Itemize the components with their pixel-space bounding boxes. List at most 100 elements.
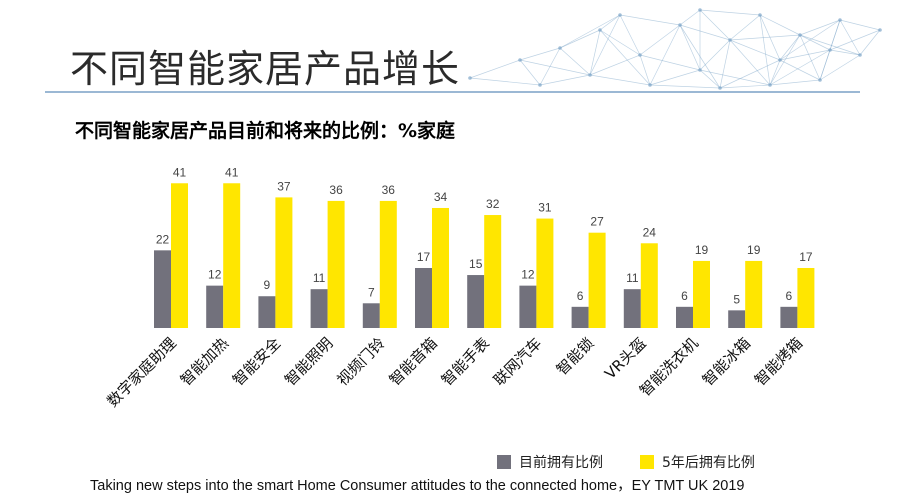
bar-current — [519, 285, 537, 328]
data-label: 12 — [208, 268, 222, 282]
mesh-line — [469, 77, 541, 86]
mesh-line — [799, 34, 861, 56]
mesh-line — [769, 79, 821, 86]
mesh-line — [769, 49, 831, 86]
data-label: 34 — [434, 190, 448, 204]
data-label: 6 — [786, 289, 793, 303]
mesh-node — [518, 58, 522, 62]
bar-future — [693, 260, 710, 328]
mesh-node — [468, 76, 472, 80]
bar-current — [154, 250, 171, 328]
category-label: 数字家庭助理 — [103, 334, 179, 410]
mesh-line — [679, 24, 701, 71]
mesh-line — [559, 47, 591, 76]
mesh-line — [829, 29, 881, 51]
mesh-line — [759, 14, 771, 86]
data-label: 12 — [521, 268, 535, 282]
mesh-line — [819, 54, 861, 81]
mesh-line — [719, 59, 781, 89]
data-label: 11 — [626, 271, 639, 285]
category-label: 智能锁 — [553, 334, 598, 379]
mesh-line — [759, 14, 781, 61]
mesh-node — [638, 53, 642, 57]
mesh-line — [729, 39, 771, 86]
mesh-line — [719, 84, 771, 89]
mesh-line — [589, 14, 621, 76]
mesh-line — [619, 14, 681, 26]
data-label: 36 — [382, 183, 396, 197]
mesh-node — [838, 18, 842, 22]
mesh-node — [698, 68, 702, 72]
mesh-line — [539, 74, 591, 86]
legend-item-future: 5年后拥有比例 — [640, 452, 755, 472]
mesh-node — [758, 13, 762, 17]
chart-subtitle: 不同智能家居产品目前和将来的比例：%家庭 — [75, 120, 456, 142]
bar-future — [327, 200, 345, 328]
data-label: 9 — [264, 278, 271, 292]
mesh-node — [858, 53, 862, 57]
mesh-line — [699, 69, 771, 86]
mesh-line — [729, 39, 781, 61]
mesh-line — [519, 59, 541, 86]
mesh-line — [599, 14, 621, 31]
mesh-line — [699, 39, 731, 71]
mesh-node — [878, 28, 882, 32]
mesh-node — [728, 38, 732, 42]
mesh-node — [598, 28, 602, 32]
bar-current — [676, 306, 693, 328]
bar-future — [432, 207, 449, 328]
mesh-node — [648, 83, 652, 87]
bar-future — [484, 215, 502, 328]
data-label: 24 — [643, 225, 657, 239]
mesh-line — [699, 9, 731, 41]
legend-label-current: 目前拥有比例 — [519, 455, 603, 471]
mesh-line — [649, 84, 721, 89]
category-label: 智能加热 — [177, 334, 232, 389]
mesh-line — [799, 34, 831, 51]
data-label: 6 — [577, 289, 584, 303]
mesh-line — [819, 49, 831, 81]
mesh-line — [539, 47, 561, 86]
data-label: 6 — [681, 289, 688, 303]
mesh-line — [639, 24, 681, 56]
category-label: 智能安全 — [229, 334, 284, 389]
mesh-node — [718, 86, 722, 90]
legend-item-current: 目前拥有比例 — [497, 452, 603, 472]
legend-swatch-current — [497, 455, 511, 469]
mesh-node — [538, 83, 542, 87]
mesh-line — [779, 59, 821, 81]
source-citation: Taking new steps into the smart Home Con… — [90, 478, 745, 494]
data-label: 36 — [329, 183, 343, 197]
bar-current — [310, 289, 328, 328]
bar-future — [536, 218, 554, 328]
bar-future — [171, 183, 188, 328]
mesh-line — [519, 47, 561, 61]
mesh-line — [639, 54, 701, 71]
category-label: 联网汽车 — [490, 334, 545, 389]
mesh-line — [619, 14, 641, 56]
mesh-node — [828, 48, 832, 52]
mesh-line — [469, 59, 521, 79]
mesh-node — [818, 78, 822, 82]
mesh-node — [778, 58, 782, 62]
data-label: 27 — [590, 215, 604, 229]
data-label: 22 — [156, 232, 170, 246]
mesh-line — [729, 34, 801, 41]
legend-label-future: 5年后拥有比例 — [662, 455, 755, 471]
legend-swatch-future — [640, 455, 654, 469]
data-label: 17 — [417, 250, 431, 264]
mesh-line — [589, 74, 651, 86]
bar-chart: 22 41 数字家庭助理 12 41 智能加热 9 37 智能安全 11 36 智能照明 7 36 视频门铃… — [103, 165, 815, 410]
data-label: 15 — [469, 257, 483, 271]
category-label: VR头盔 — [601, 334, 650, 383]
mesh-line — [759, 14, 801, 36]
category-label: 智能冰箱 — [699, 334, 754, 389]
bar-current — [623, 289, 641, 328]
mesh-node — [678, 23, 682, 27]
mesh-node — [698, 8, 702, 12]
mesh-line — [799, 19, 841, 36]
mesh-line — [639, 54, 651, 86]
mesh-line — [799, 34, 821, 81]
bar-current — [206, 285, 224, 328]
data-label: 7 — [368, 285, 375, 299]
